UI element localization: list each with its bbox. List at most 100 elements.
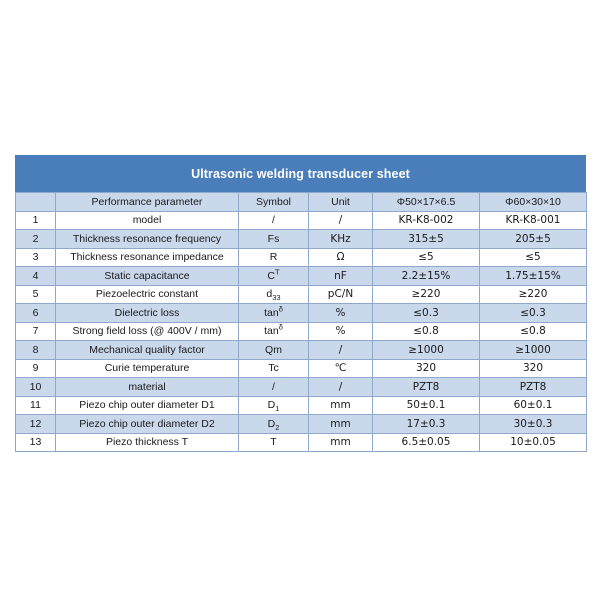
cell-index: 5 (15, 284, 56, 304)
cell-parameter: Curie temperature (55, 358, 239, 378)
symbol-superscript: T (275, 267, 280, 277)
cell-index: 7 (15, 321, 56, 341)
cell-variant-b: ≥220 (479, 284, 587, 304)
cell-symbol: Qm (238, 340, 309, 360)
table-header-row: Performance parameter Symbol Unit Φ50×17… (15, 192, 587, 212)
cell-index: 9 (15, 358, 56, 378)
symbol-base: Qm (265, 343, 282, 356)
symbol-base: T (270, 436, 277, 449)
cell-parameter: Piezo chip outer diameter D2 (55, 414, 239, 434)
cell-index: 4 (15, 266, 56, 286)
cell-symbol: D2 (238, 414, 309, 434)
cell-index: 2 (15, 229, 56, 249)
cell-parameter: Piezo chip outer diameter D1 (55, 395, 239, 415)
cell-variant-b: ≥1000 (479, 340, 587, 360)
cell-unit: % (308, 321, 373, 341)
cell-symbol: R (238, 247, 309, 267)
table-row: 10 material / / PZT8 PZT8 (15, 377, 587, 397)
symbol-base: Tc (268, 362, 279, 375)
spec-table: Performance parameter Symbol Unit Φ50×17… (15, 192, 587, 452)
header-variant-b: Φ60×30×10 (479, 192, 587, 212)
cell-variant-b: 60±0.1 (479, 395, 587, 415)
cell-parameter: Thickness resonance frequency (55, 229, 239, 249)
cell-variant-b: ≤0.3 (479, 303, 587, 323)
cell-symbol: Fs (238, 229, 309, 249)
cell-index: 3 (15, 247, 56, 267)
sheet-title: Ultrasonic welding transducer sheet (15, 155, 586, 192)
cell-unit: pC/N (308, 284, 373, 304)
symbol-base: D (267, 399, 276, 412)
cell-index: 10 (15, 377, 56, 397)
cell-variant-b: ≤5 (479, 247, 587, 267)
cell-unit: Ω (308, 247, 373, 267)
cell-variant-a: 17±0.3 (372, 414, 480, 434)
symbol-base: d (266, 288, 273, 301)
cell-unit: / (308, 210, 373, 230)
table-row: 6 Dielectric loss tanδ% ≤0.3 ≤0.3 (15, 303, 587, 323)
cell-symbol: T (238, 432, 309, 452)
cell-parameter: Mechanical quality factor (55, 340, 239, 360)
cell-unit: ℃ (308, 358, 373, 378)
symbol-base: Fs (267, 232, 280, 245)
spec-table-body: Performance parameter Symbol Unit Φ50×17… (15, 192, 587, 452)
cell-symbol: CT (238, 266, 309, 286)
cell-variant-a: ≥1000 (372, 340, 480, 360)
header-parameter: Performance parameter (55, 192, 239, 212)
cell-unit: mm (308, 395, 373, 415)
cell-unit: KHz (308, 229, 373, 249)
header-index (15, 192, 56, 212)
cell-variant-a: 315±5 (372, 229, 480, 249)
table-row: 5 Piezoelectric constant d33 pC/N ≥220 ≥220 (15, 284, 587, 304)
header-symbol: Symbol (238, 192, 309, 212)
cell-variant-b: 10±0.05 (479, 432, 587, 452)
symbol-superscript: δ (278, 322, 283, 332)
header-variant-a: Φ50×17×6.5 (372, 192, 480, 212)
cell-parameter: Dielectric loss (55, 303, 239, 323)
cell-parameter: Piezo thickness T (55, 432, 239, 452)
cell-index: 6 (15, 303, 56, 323)
symbol-subscript: 2 (275, 422, 280, 432)
cell-symbol: Tc (238, 358, 309, 378)
cell-symbol: d33 (238, 284, 309, 304)
cell-parameter: Piezoelectric constant (55, 284, 239, 304)
cell-index: 11 (15, 395, 56, 415)
cell-parameter: material (55, 377, 239, 397)
table-row: 3 Thickness resonance impedance R Ω ≤5 ≤5 (15, 247, 587, 267)
cell-unit: mm (308, 432, 373, 452)
cell-variant-b: PZT8 (479, 377, 587, 397)
spec-sheet: Ultrasonic welding transducer sheet Perf… (15, 155, 587, 452)
symbol-base: / (272, 214, 275, 227)
symbol-superscript: δ (278, 304, 283, 314)
symbol-base: tan (264, 306, 279, 319)
cell-symbol: tanδ (238, 303, 309, 323)
cell-variant-b: KR-K8-001 (479, 210, 587, 230)
cell-symbol: D1 (238, 395, 309, 415)
cell-variant-b: 1.75±15% (479, 266, 587, 286)
cell-index: 8 (15, 340, 56, 360)
table-row: 11 Piezo chip outer diameter D1 D1 mm 50±0.1… (15, 395, 587, 415)
cell-variant-b: 30±0.3 (479, 414, 587, 434)
cell-variant-a: 50±0.1 (372, 395, 480, 415)
cell-variant-b: 205±5 (479, 229, 587, 249)
table-row: 7 Strong field loss (@ 400V / mm) tanδ% ≤0.… (15, 321, 587, 341)
symbol-subscript: 33 (272, 293, 281, 303)
table-row: 2 Thickness resonance frequency Fs KHz 315±5… (15, 229, 587, 249)
cell-symbol: tanδ (238, 321, 309, 341)
symbol-subscript: 1 (275, 404, 280, 414)
cell-index: 12 (15, 414, 56, 434)
cell-variant-a: 2.2±15% (372, 266, 480, 286)
cell-variant-a: PZT8 (372, 377, 480, 397)
cell-variant-a: KR-K8-002 (372, 210, 480, 230)
cell-unit: / (308, 377, 373, 397)
symbol-base: tan (264, 325, 279, 338)
cell-variant-a: 6.5±0.05 (372, 432, 480, 452)
cell-unit: mm (308, 414, 373, 434)
cell-parameter: Static capacitance (55, 266, 239, 286)
cell-variant-a: ≤0.8 (372, 321, 480, 341)
table-row: 9 Curie temperature Tc ℃ 320 320 (15, 358, 587, 378)
cell-variant-b: 320 (479, 358, 587, 378)
cell-index: 13 (15, 432, 56, 452)
table-row: 4 Static capacitance CT nF 2.2±15% 1.75±15% (15, 266, 587, 286)
header-unit: Unit (308, 192, 373, 212)
